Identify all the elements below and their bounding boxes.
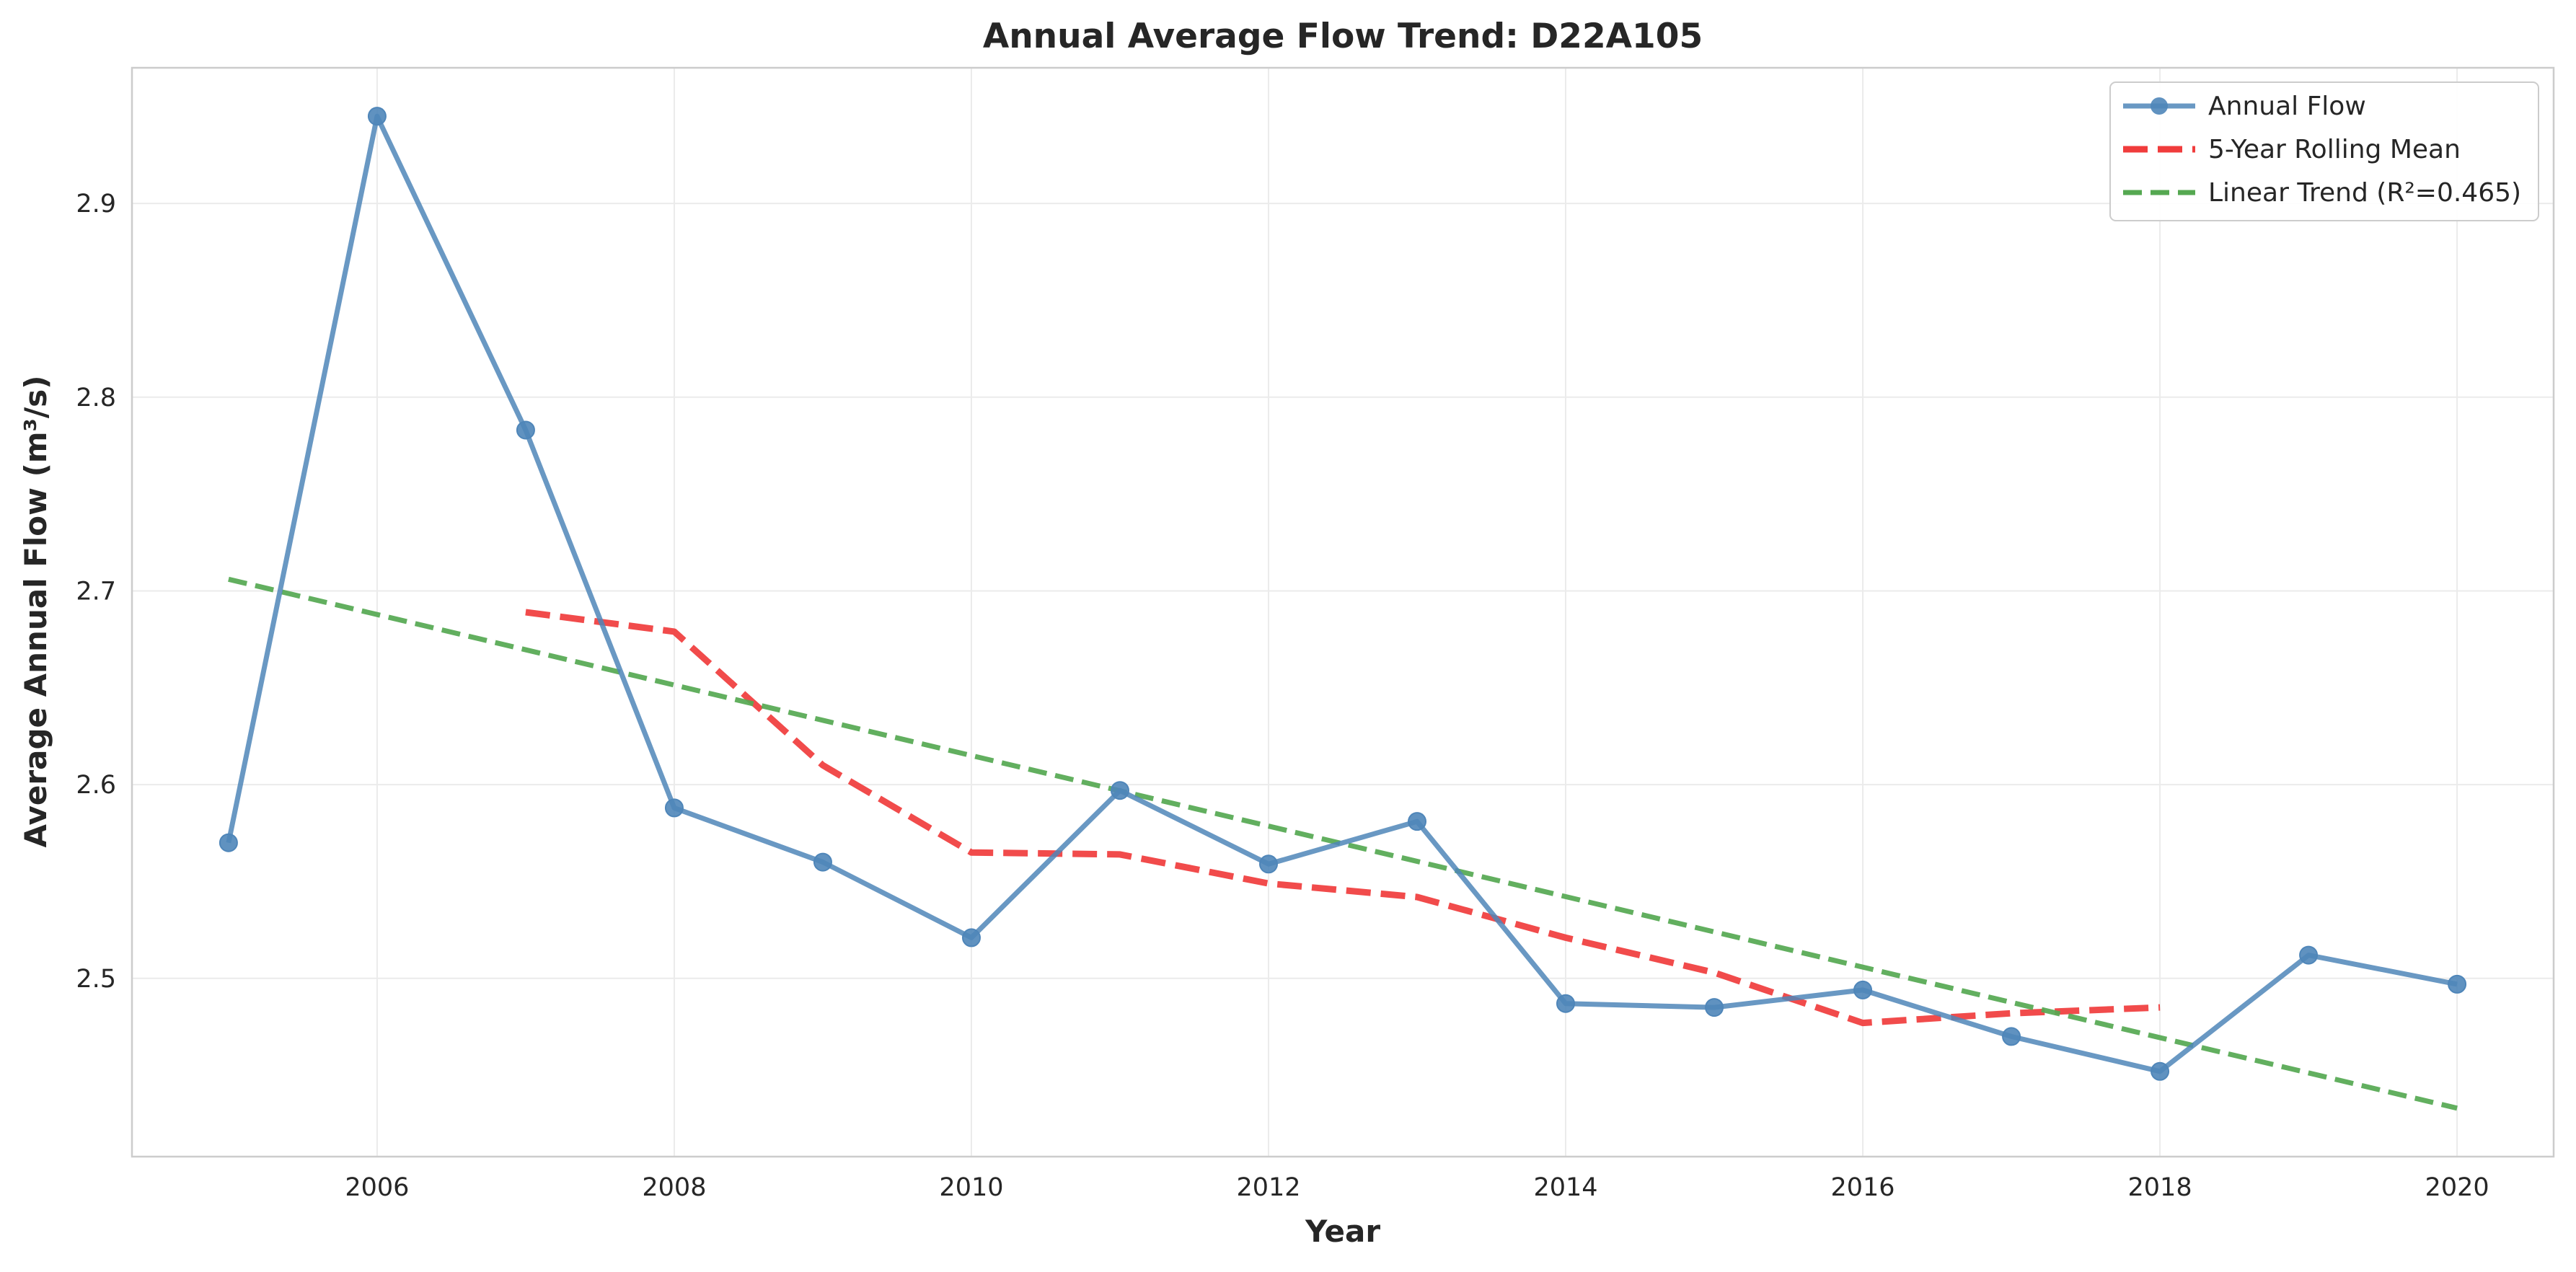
x-tick-label: 2018 <box>2128 1173 2192 1202</box>
legend-box <box>2109 81 2539 221</box>
annual-flow-point <box>2002 1027 2021 1046</box>
legend-label: Annual Flow <box>2208 92 2366 121</box>
legend-label: 5-Year Rolling Mean <box>2208 135 2461 164</box>
annual-flow-line <box>226 113 2458 1074</box>
series-linear-trend-r-0-465 <box>228 576 2458 1111</box>
grid <box>132 68 2554 1157</box>
x-tick-label: 2020 <box>2425 1173 2489 1202</box>
annual-flow-point <box>664 798 684 818</box>
legend-item: Annual Flow <box>2123 92 2366 121</box>
annual-flow-point <box>219 833 238 852</box>
annual-flow-point <box>516 420 535 440</box>
x-tick-label: 2008 <box>642 1173 706 1202</box>
annual-flow-point <box>961 928 981 948</box>
x-tick-label: 2006 <box>345 1173 409 1202</box>
annual-flow-point <box>2448 974 2467 994</box>
y-tick-label: 2.5 <box>76 965 116 994</box>
series-5-year-rolling-mean <box>525 609 2161 1027</box>
y-tick-label: 2.6 <box>76 771 116 800</box>
annual-flow-point <box>1705 998 1724 1017</box>
annual-flow-point <box>367 107 387 126</box>
x-axis-title: Year <box>1305 1214 1380 1249</box>
legend-item: 5-Year Rolling Mean <box>2123 135 2461 164</box>
x-tick-label: 2010 <box>939 1173 1003 1202</box>
y-axis-title: Average Annual Flow (m³/s) <box>18 376 53 848</box>
rolling-mean-line <box>525 609 2161 1027</box>
y-tick-label: 2.8 <box>76 384 116 412</box>
annual-flow-point <box>1408 812 1427 831</box>
x-tick-label: 2014 <box>1533 1173 1597 1202</box>
y-tick-label: 2.9 <box>76 190 116 218</box>
annual-flow-point <box>1853 980 1873 999</box>
legend-label: Linear Trend (R²=0.465) <box>2208 178 2521 208</box>
annual-flow-point <box>1556 994 1576 1013</box>
legend-marker <box>2151 97 2168 115</box>
series-layer <box>219 107 2467 1111</box>
annual-flow-point <box>2299 945 2319 965</box>
annual-flow-point <box>813 852 832 872</box>
annual-flow-point <box>1258 854 1278 874</box>
plot-frame <box>131 66 2555 1158</box>
legend: Annual Flow 5-Year Rolling Mean Linear Tre… <box>2109 81 2539 221</box>
y-tick-label: 2.7 <box>76 577 116 606</box>
series-annual-flow <box>219 107 2467 1081</box>
trend-line <box>228 576 2458 1111</box>
axis-ticks: 2006 2008 2010 2012 2014 2016 2018 2020 2.5 2.6 2.… <box>76 190 2489 1202</box>
chart-title: Annual Average Flow Trend: D22A105 <box>983 17 1703 56</box>
legend-item: Linear Trend (R²=0.465) <box>2123 178 2521 208</box>
annual-flow-point <box>2151 1061 2170 1081</box>
annual-flow-point <box>1110 781 1129 800</box>
x-tick-label: 2016 <box>1831 1173 1895 1202</box>
x-tick-label: 2012 <box>1236 1173 1300 1202</box>
